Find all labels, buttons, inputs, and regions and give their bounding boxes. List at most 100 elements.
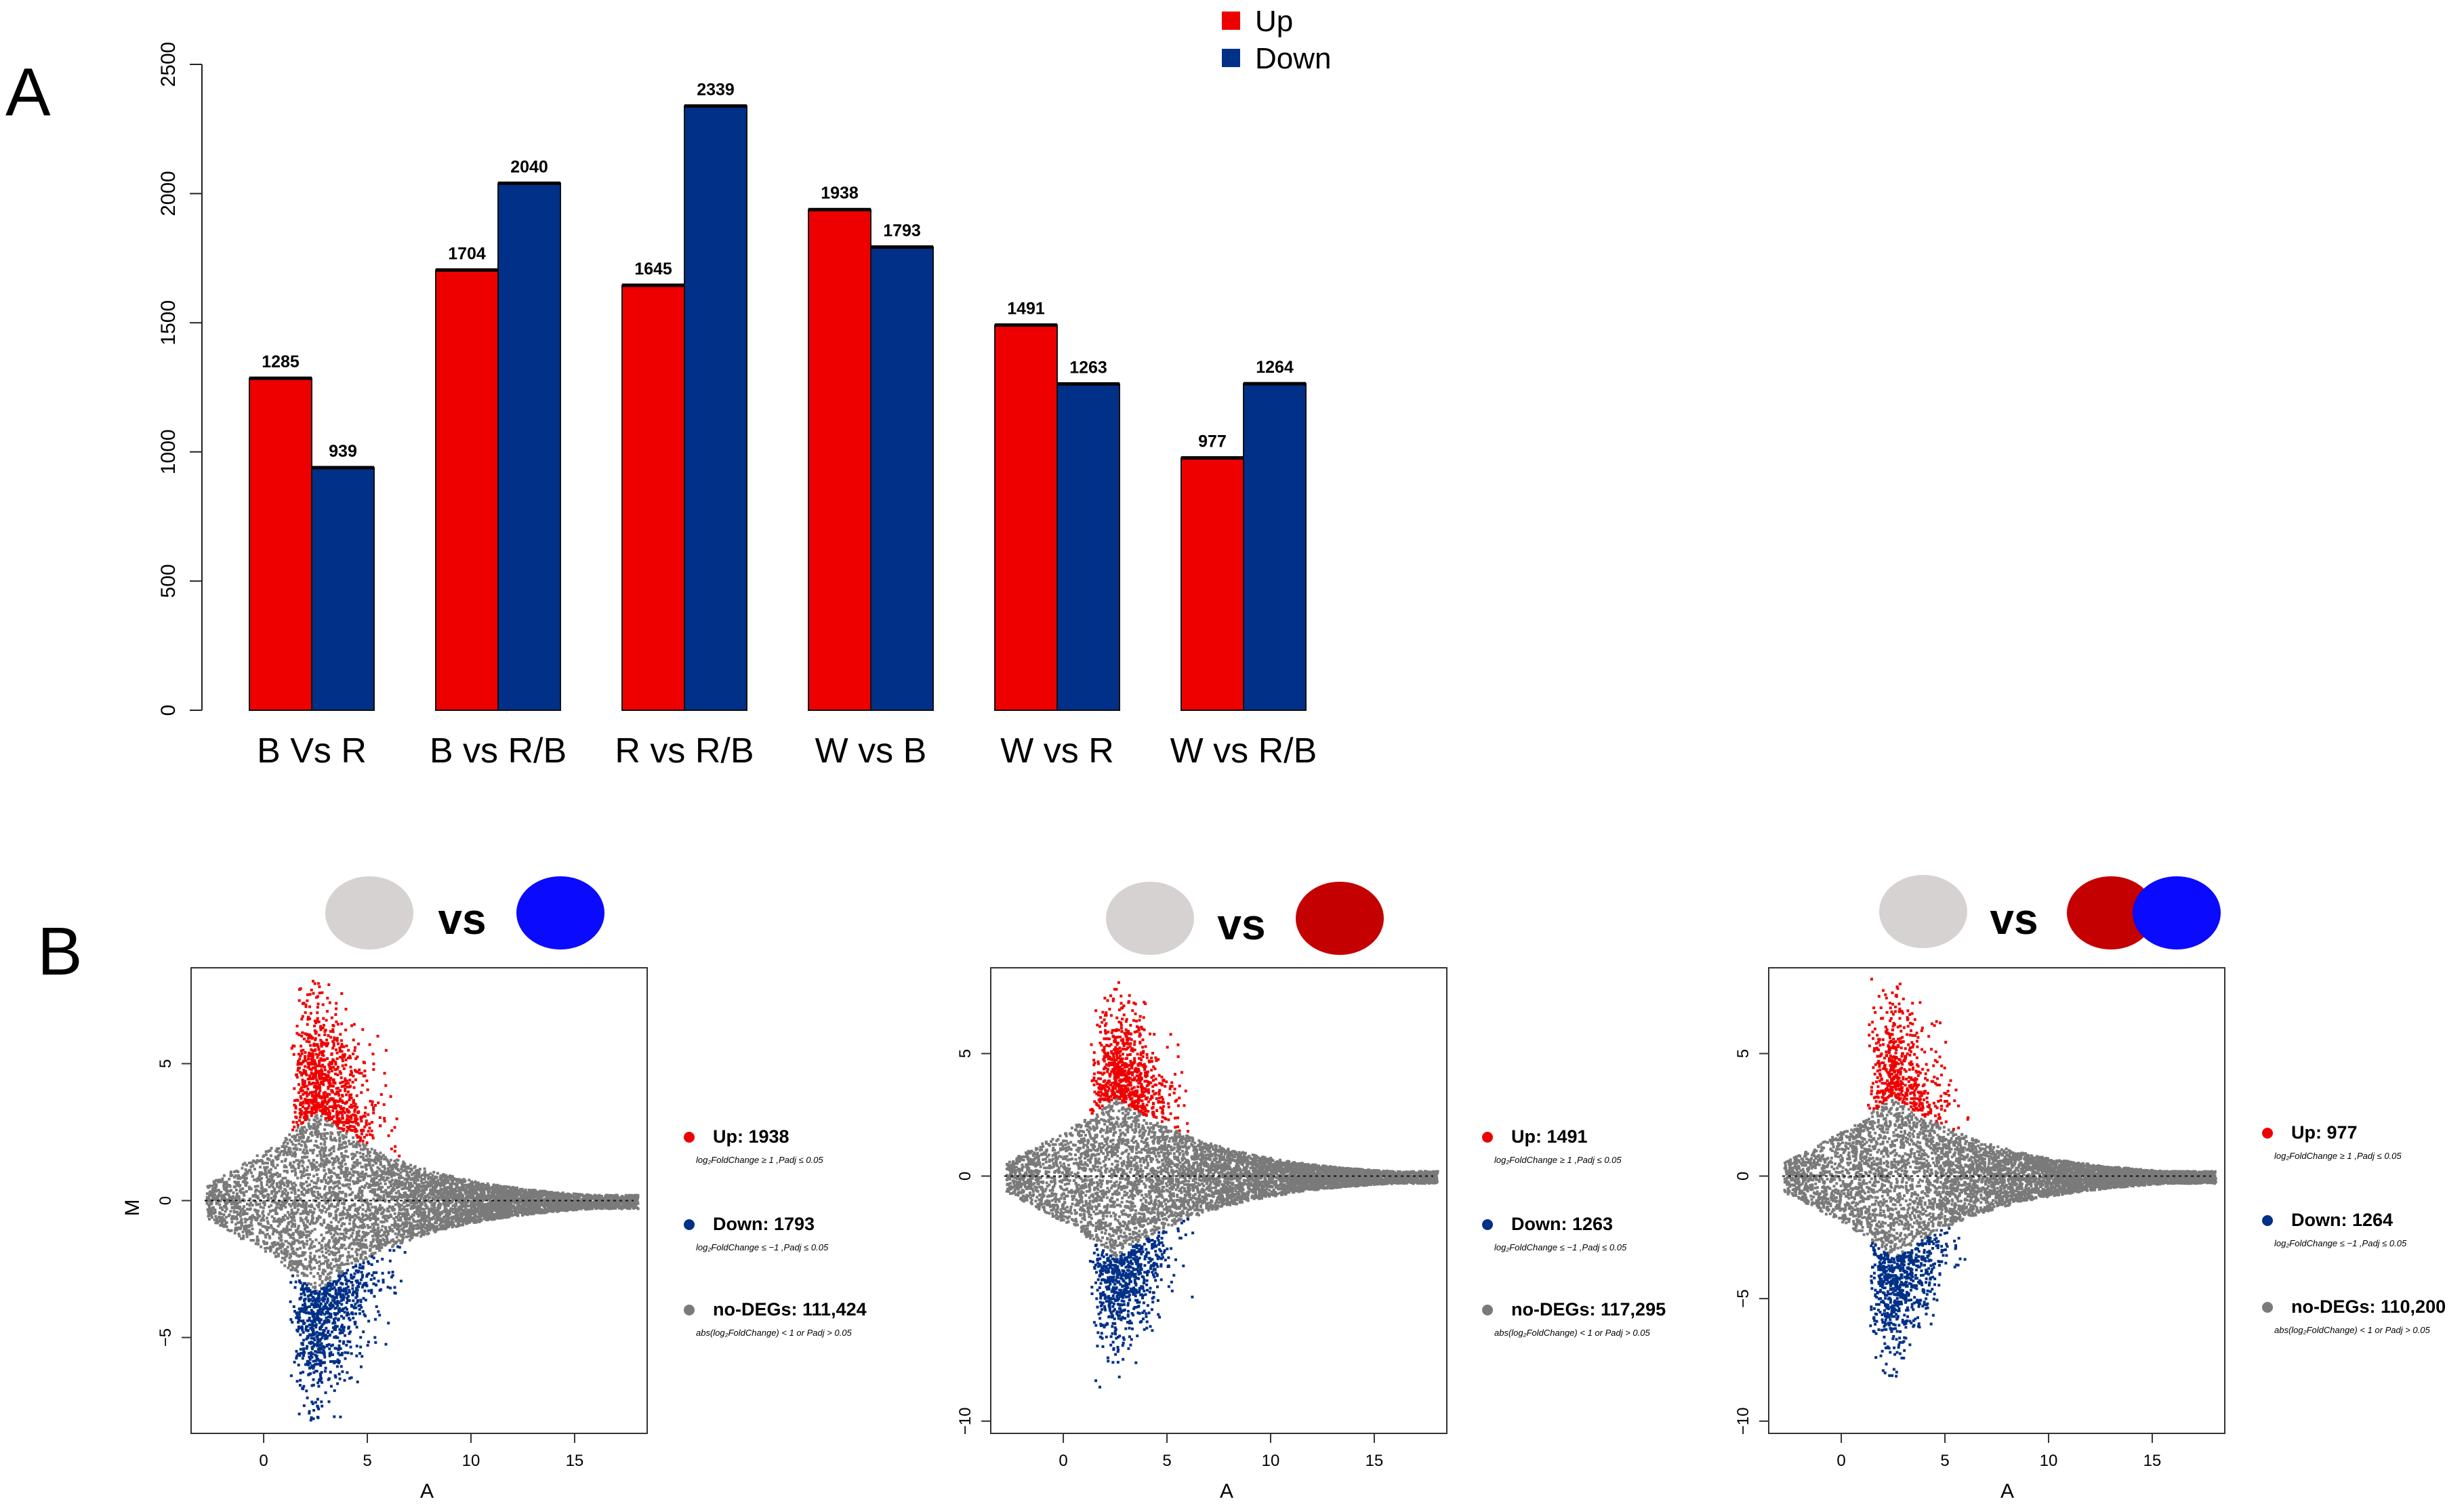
deg-up-scatter [1089, 981, 1189, 1133]
category-label: B vs R/B [430, 731, 567, 771]
x-tick-label: 15 [1366, 1452, 1384, 1470]
x-tick-label: 0 [1836, 1452, 1845, 1470]
bar-down [497, 182, 561, 711]
deg-up-scatter [290, 979, 401, 1158]
panel-label-b: B [37, 914, 83, 989]
bar-value-label-down: 2040 [510, 157, 548, 176]
vs-label: vs [438, 895, 486, 943]
bar-up [621, 284, 685, 711]
ma-plot-area-3: 0 5 10 15 5 0 −5 −10 [1734, 967, 2225, 1470]
ma-plot-1: vs 0 5 10 15 5 0 −5 M A Up: 1938 log₂FoldChang… [121, 876, 867, 1503]
bar-legend: Up Down [1222, 5, 1332, 75]
legend-dot-down [1482, 1219, 1493, 1230]
bar-down [684, 105, 747, 711]
bar-value-label-down: 1793 [883, 222, 921, 241]
plot-frame [990, 967, 1447, 1434]
legend-down-label: Down: 1793 [713, 1214, 815, 1234]
ma-xlabel-2: A [1220, 1480, 1233, 1503]
legend-ns-label: no-DEGs: 117,295 [1511, 1299, 1666, 1320]
y-tick-label: −10 [956, 1408, 974, 1435]
bar-up [1180, 457, 1244, 712]
bar-value-label-down: 1263 [1069, 359, 1107, 377]
comparison-header-3: vs [1879, 875, 2221, 949]
x-tick-label: 0 [259, 1452, 268, 1470]
y-tick-label: 1000 [157, 429, 180, 474]
blue-circle [2133, 876, 2221, 949]
comparison-header-1: vs [325, 876, 604, 949]
legend-down-label: Down: 1264 [2291, 1210, 2393, 1230]
bar-value-label-down: 1264 [1256, 358, 1294, 377]
legend-ns-label: no-DEGs: 110,200 [2291, 1296, 2446, 1317]
comparison-header-2: vs [1106, 882, 1384, 955]
x-tick-label: 10 [462, 1452, 480, 1470]
bar-down [311, 467, 375, 712]
no-deg-scatter [1005, 1096, 1439, 1258]
no-deg-points [1783, 1099, 2217, 1257]
ma-ylabel-1: M [121, 1200, 144, 1217]
y-tick-label: 0 [956, 1172, 974, 1181]
x-tick-label: 0 [1059, 1452, 1067, 1470]
y-tick-label: −5 [157, 1328, 175, 1347]
x-tick-label: 15 [2143, 1452, 2162, 1470]
category-label: B Vs R [257, 731, 367, 771]
bar-value-label-up: 1285 [262, 352, 300, 371]
bar-value-label-down: 939 [329, 442, 357, 461]
y-tick-label: −10 [1734, 1408, 1752, 1435]
blue-circle [516, 876, 604, 949]
bar-value-label-up: 1704 [448, 244, 486, 263]
gray-circle [1879, 875, 1967, 948]
y-tick-label: −5 [1734, 1289, 1752, 1307]
y-tick-label: 500 [157, 564, 180, 598]
legend-swatch-up [1222, 12, 1240, 30]
legend-up-label: Up: 977 [2291, 1122, 2358, 1143]
legend-ns-criteria: abs(log₂FoldChange) < 1 or Padj > 0.05 [1494, 1328, 1650, 1338]
ma-xlabel-3: A [2000, 1480, 2014, 1503]
panel-label-a: A [5, 54, 51, 130]
bar-value-label-up: 1645 [634, 260, 672, 279]
ma-plot-area-1: 0 5 10 15 5 0 −5 [157, 967, 648, 1470]
legend-up-criteria: log₂FoldChange ≥ 1 ,Padj ≤ 0.05 [696, 1155, 823, 1165]
ma-plot-3: vs 0 5 10 15 5 0 −5 −10 A Up: 977 log₂FoldChang… [1734, 875, 2446, 1503]
legend-up-criteria: log₂FoldChange ≥ 1 ,Padj ≤ 0.05 [1494, 1155, 1622, 1165]
bar-down [870, 246, 934, 711]
legend-dot-up [2262, 1128, 2273, 1139]
plot-frame [1768, 967, 2225, 1434]
ma-legend-1: Up: 1938 log₂FoldChange ≥ 1 ,Padj ≤ 0.05… [684, 1126, 867, 1338]
red-circle [1296, 882, 1384, 955]
deg-up-scatter [1867, 977, 1970, 1131]
x-tick-label: 5 [1162, 1452, 1171, 1470]
category-label: R vs R/B [615, 731, 754, 771]
legend-dot-down [684, 1219, 695, 1230]
legend-dot-down [2262, 1215, 2273, 1226]
y-tick-label: 5 [956, 1049, 974, 1058]
bar-marks: 1285 939 1704 2040 1645 2339 1938 1793 1491 1263 9… [249, 80, 1307, 712]
legend-up-label: Up: 1491 [1511, 1126, 1588, 1147]
legend-dot-ns [1482, 1305, 1493, 1315]
bar-y-axis: 0 500 1000 1500 2000 2500 [157, 42, 203, 716]
deg-down-scatter [289, 1245, 407, 1422]
no-deg-points [205, 1113, 640, 1292]
legend-up-criteria: log₂FoldChange ≥ 1 ,Padj ≤ 0.05 [2274, 1151, 2402, 1161]
bar-value-label-up: 1938 [821, 184, 859, 203]
deg-down-scatter [1088, 1218, 1195, 1389]
legend-down-criteria: log₂FoldChange ≤ −1 ,Padj ≤ 0.05 [2274, 1238, 2407, 1248]
bar-up [994, 324, 1058, 711]
red-circle [2067, 876, 2155, 949]
no-deg-points [1005, 1096, 1439, 1258]
no-deg-scatter [1783, 1099, 2217, 1257]
ma-xlabel-1: A [420, 1480, 434, 1503]
legend-up-label: Up: 1938 [713, 1126, 789, 1147]
category-label: W vs R/B [1170, 731, 1317, 771]
bar-value-label-up: 1491 [1007, 300, 1045, 319]
legend-ns-criteria: abs(log₂FoldChange) < 1 or Padj > 0.05 [696, 1328, 852, 1338]
gray-circle [325, 876, 413, 949]
category-label: W vs R [1000, 731, 1114, 771]
y-tick-label: 0 [157, 1196, 175, 1205]
ma-legend-3: Up: 977 log₂FoldChange ≥ 1 ,Padj ≤ 0.05 … [2262, 1122, 2446, 1335]
y-tick-label: 2500 [157, 42, 180, 87]
legend-down-label: Down: 1263 [1511, 1214, 1613, 1234]
bar-up [808, 209, 871, 712]
y-tick-label: 0 [157, 705, 180, 716]
ma-plot-area-2: 0 5 10 15 5 0 −10 [956, 967, 1447, 1470]
